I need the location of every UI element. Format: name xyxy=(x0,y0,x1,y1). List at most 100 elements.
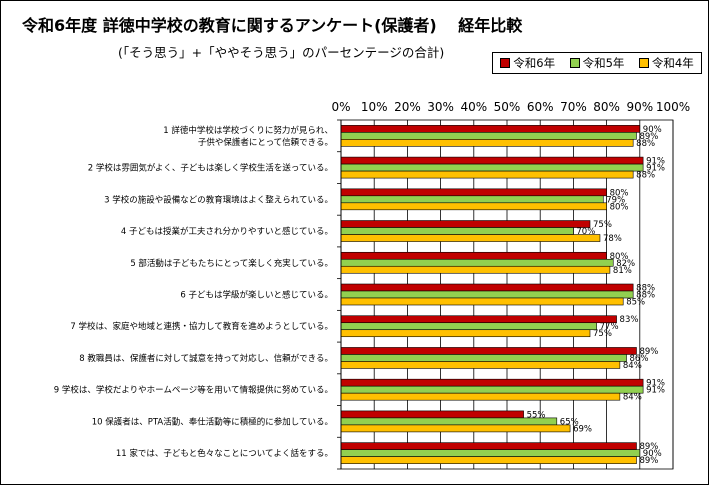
data-label: 82% xyxy=(616,259,635,269)
category-label: 1 詳徳中学校は学校づくりに努力が見られ、 xyxy=(163,125,333,136)
data-label: 65% xyxy=(560,417,579,427)
data-label: 80% xyxy=(610,188,629,198)
category-label: 7 学校は、家庭や地域と連携・協力して教育を進めようとしている。 xyxy=(70,321,333,332)
bar xyxy=(340,347,637,355)
data-label: 91% xyxy=(646,386,665,396)
category-label: 9 学校は、学校だよりやホームページ等を用いて情報提供に努めている。 xyxy=(54,385,333,396)
data-label: 78% xyxy=(603,234,622,244)
x-tick-label: 90% xyxy=(626,100,653,114)
chart-subtitle: (「そう思う」+「ややそう思う」のパーセンテージの合計) xyxy=(118,45,445,60)
x-tick-label: 100% xyxy=(656,100,690,114)
bar xyxy=(340,385,644,394)
legend-swatch-r6 xyxy=(500,58,511,68)
bar xyxy=(340,220,591,228)
bar xyxy=(340,227,574,235)
chart-title: 令和6年度 詳徳中学校の教育に関するアンケート(保護者) 経年比較 xyxy=(22,16,523,35)
data-label: 91% xyxy=(646,164,665,174)
data-label: 89% xyxy=(639,132,658,142)
x-tick-label: 70% xyxy=(560,100,587,114)
x-tick-label: 80% xyxy=(593,100,620,114)
bar xyxy=(340,163,644,172)
legend: 令和6年 令和5年 令和4年 xyxy=(492,52,702,74)
bar xyxy=(340,361,621,369)
x-tick-label: 60% xyxy=(527,100,554,114)
legend-swatch-r4 xyxy=(638,58,649,68)
data-label: 80% xyxy=(610,252,629,262)
legend-label-r6: 令和6年 xyxy=(513,56,556,70)
legend-item-r4: 令和4年 xyxy=(638,55,694,71)
bar xyxy=(340,170,634,179)
data-label: 88% xyxy=(636,284,655,294)
data-label: 55% xyxy=(527,410,546,420)
bar xyxy=(340,297,624,306)
category-label: 5 部活動は子どもたちにとって楽しく充実している。 xyxy=(130,258,333,269)
bar xyxy=(340,315,617,324)
bar xyxy=(340,125,641,133)
legend-item-r5: 令和5年 xyxy=(569,55,625,71)
data-label: 90% xyxy=(643,125,662,135)
category-label: 2 学校は雰囲気がよく、子どもは楽しく学校生活を送っている。 xyxy=(88,163,333,174)
legend-label-r5: 令和5年 xyxy=(582,56,625,70)
x-tick-label: 50% xyxy=(494,100,521,114)
data-label: 84% xyxy=(623,361,642,371)
bar xyxy=(340,139,634,147)
bar xyxy=(340,283,634,292)
category-label: 4 子どもは授業が工夫され分かりやすいと感じている。 xyxy=(121,226,333,237)
data-label: 89% xyxy=(639,456,658,466)
data-label: 85% xyxy=(626,298,645,308)
data-label: 88% xyxy=(636,171,655,181)
legend-item-r6: 令和6年 xyxy=(500,55,555,71)
data-label: 90% xyxy=(643,449,662,459)
x-tick-label: 40% xyxy=(460,100,487,114)
bar xyxy=(340,234,601,242)
category-label: 6 子どもは学級が楽しいと感じている。 xyxy=(180,290,333,301)
bar xyxy=(340,424,571,433)
legend-label-r4: 令和4年 xyxy=(651,56,694,70)
bar xyxy=(340,265,611,274)
data-label: 91% xyxy=(646,379,665,389)
bar xyxy=(340,258,614,267)
bar xyxy=(340,329,591,338)
bar xyxy=(340,449,641,457)
bar xyxy=(340,410,524,419)
category-label: 8 教職員は、保護者に対して誠意を持って対応し、信頼ができる。 xyxy=(79,353,333,364)
bar xyxy=(340,392,621,401)
x-tick-label: 10% xyxy=(361,100,388,114)
data-label: 75% xyxy=(593,329,612,339)
bar xyxy=(340,251,607,260)
x-tick-label: 30% xyxy=(427,100,454,114)
data-label: 69% xyxy=(573,424,592,434)
category-label: 子供や保護者にとって信頼できる。 xyxy=(198,137,333,148)
data-label: 88% xyxy=(636,139,655,149)
bar xyxy=(340,195,604,204)
bar xyxy=(340,378,644,387)
data-label: 88% xyxy=(636,291,655,301)
data-label: 75% xyxy=(593,220,612,230)
data-label: 84% xyxy=(623,393,642,403)
bar xyxy=(340,417,558,426)
data-label: 79% xyxy=(606,195,625,205)
bar xyxy=(340,456,637,464)
x-tick-label: 0% xyxy=(331,100,350,114)
legend-swatch-r5 xyxy=(569,58,580,68)
x-tick-label: 20% xyxy=(394,100,421,114)
bar xyxy=(340,354,627,362)
bar xyxy=(340,156,644,165)
data-label: 80% xyxy=(610,202,629,212)
plot-border xyxy=(340,119,674,470)
data-label: 89% xyxy=(639,442,658,452)
data-label: 89% xyxy=(639,347,658,357)
data-label: 83% xyxy=(620,315,639,325)
data-label: 70% xyxy=(576,227,595,237)
bar xyxy=(340,202,607,211)
data-label: 81% xyxy=(613,266,632,276)
bar xyxy=(340,290,634,299)
data-label: 86% xyxy=(630,354,649,364)
bar xyxy=(340,188,607,197)
bar xyxy=(340,322,597,331)
data-label: 77% xyxy=(600,322,619,332)
category-label: 3 学校の施設や設備などの教育環境はよく整えられている。 xyxy=(104,194,333,205)
data-label: 91% xyxy=(646,157,665,167)
bar xyxy=(340,442,637,450)
